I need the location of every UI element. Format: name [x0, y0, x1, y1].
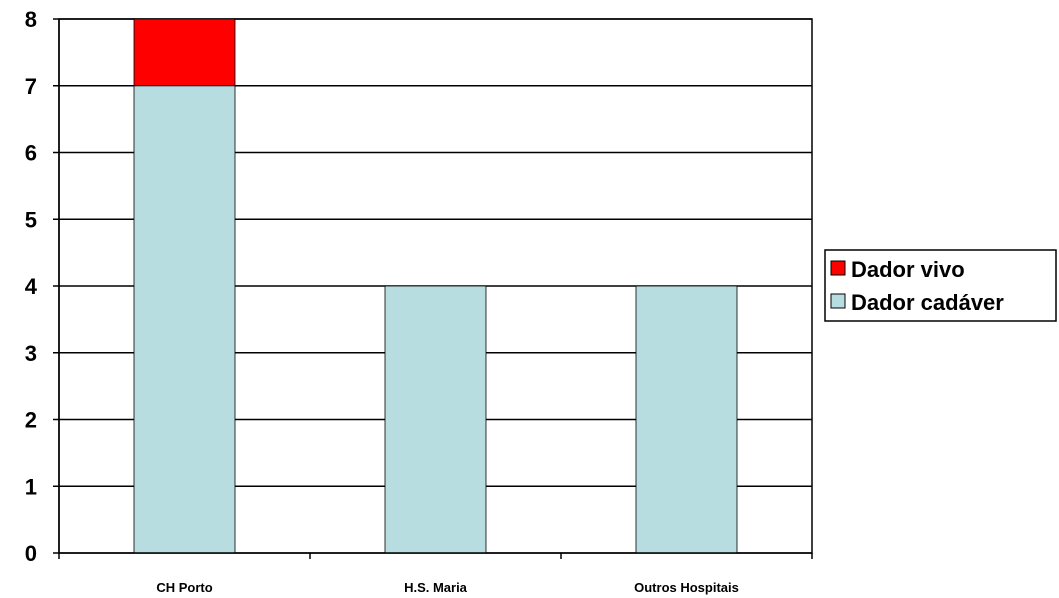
y-tick-label: 3 — [25, 341, 37, 366]
bar-dador-cad-ver-2 — [635, 285, 738, 554]
plot-area: 0 1 2 3 4 5 6 7 8 CH Porto H.S. Maria Outros Hospi… — [25, 7, 813, 595]
bar-dador-cad-ver-0 — [133, 85, 236, 554]
legend-swatch-dador-cadaver — [830, 293, 846, 309]
y-tick-label: 6 — [25, 141, 37, 166]
y-tick-label: 2 — [25, 408, 37, 433]
legend-label-dador-vivo: Dador vivo — [851, 257, 965, 282]
y-ticks: 0 1 2 3 4 5 6 7 8 — [25, 7, 59, 566]
x-category-label: H.S. Maria — [404, 580, 468, 595]
y-tick-label: 1 — [25, 474, 37, 499]
y-tick-label: 7 — [25, 74, 37, 99]
x-category-label: Outros Hospitais — [634, 580, 739, 595]
legend-label-dador-cadaver: Dador cadáver — [851, 290, 1004, 315]
y-tick-label: 0 — [25, 541, 37, 566]
bar-dador-vivo-0 — [133, 18, 236, 87]
x-category-label: CH Porto — [156, 580, 212, 595]
legend-box — [824, 249, 1057, 322]
y-tick-label: 8 — [25, 7, 37, 32]
x-ticks: CH Porto H.S. Maria Outros Hospitais — [58, 553, 813, 595]
y-tick-label: 4 — [25, 274, 38, 299]
bars — [133, 18, 738, 554]
legend: Dador vivo Dador cadáver — [824, 249, 1057, 322]
bar-dador-cad-ver-1 — [384, 285, 487, 554]
legend-swatch-dador-vivo — [830, 260, 846, 276]
y-tick-label: 5 — [25, 207, 37, 232]
